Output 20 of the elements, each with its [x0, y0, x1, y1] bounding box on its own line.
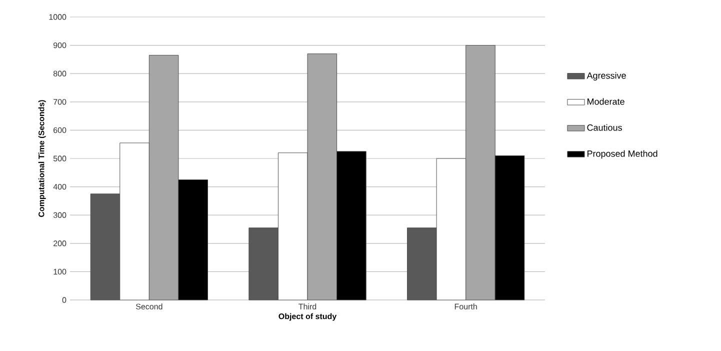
y-tick-label: 1000 — [49, 14, 66, 20]
x-tick-label: Fourth — [454, 304, 477, 310]
legend-label: Agressive — [586, 72, 626, 81]
legend-label: Moderate — [588, 98, 624, 105]
y-tick-label: 700 — [54, 99, 66, 105]
y-tick-label: 500 — [53, 156, 66, 162]
x-axis-title: Object of study — [278, 313, 337, 321]
y-tick-label: 100 — [54, 268, 66, 275]
legend-label: Cautious — [587, 124, 622, 131]
y-tick-label: 400 — [53, 184, 66, 190]
y-tick-label: 900 — [54, 42, 66, 48]
y-tick-label: 0 — [62, 297, 66, 303]
y-tick-label: 600 — [54, 127, 66, 134]
y-tick-label: 300 — [53, 212, 66, 218]
x-tick-label: Second — [136, 304, 162, 310]
y-tick-label: 800 — [53, 70, 66, 76]
y-tick-label: 200 — [54, 240, 66, 246]
x-tick-label: Third — [298, 304, 316, 310]
legend-label: Proposed Method — [588, 150, 658, 159]
y-axis-title: Computational Time (Seconds) — [38, 100, 46, 217]
